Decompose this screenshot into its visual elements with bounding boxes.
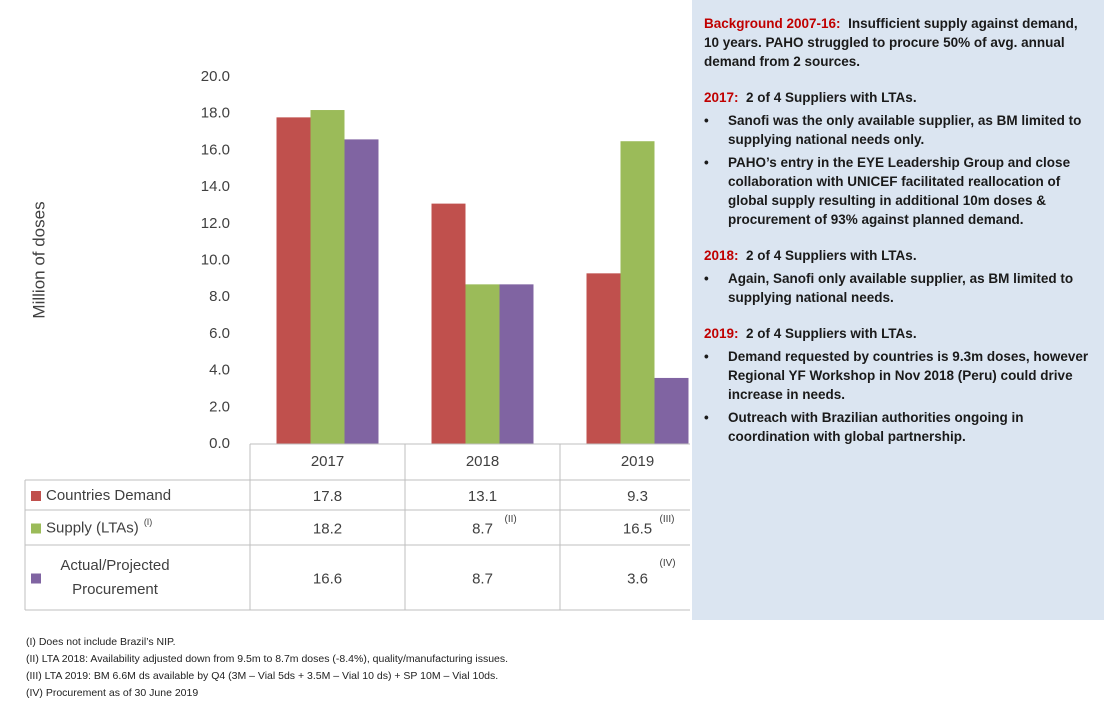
panel-heading: 2017: bbox=[704, 90, 739, 105]
panel-heading: 2019: bbox=[704, 326, 739, 341]
footnote: (II) LTA 2018: Availability adjusted dow… bbox=[26, 653, 509, 665]
bullet: • Outreach with Brazilian authorities ong… bbox=[704, 408, 1096, 446]
y-tick-label: 16.0 bbox=[201, 141, 230, 158]
value-note: (II) bbox=[505, 514, 517, 525]
panel-headline: Background 2007-16: Insufficient supply … bbox=[704, 14, 1096, 71]
y-tick-label: 10.0 bbox=[201, 251, 230, 268]
bullet: • Sanofi was the only available supplier,… bbox=[704, 111, 1096, 149]
x-tick-label: 2018 bbox=[466, 453, 499, 470]
table-value: 8.7 bbox=[472, 570, 493, 587]
value-note: (IV) bbox=[660, 558, 676, 569]
table-value: 8.7 bbox=[472, 520, 493, 537]
bullet-dot: • bbox=[704, 113, 709, 128]
bar bbox=[310, 110, 345, 444]
footnote: (IV) Procurement as of 30 June 2019 bbox=[26, 687, 199, 699]
bar bbox=[499, 284, 534, 444]
x-tick-label: 2019 bbox=[621, 453, 654, 470]
bullet-dot: • bbox=[704, 271, 709, 286]
bullet: • Demand requested by countries is 9.3m d… bbox=[704, 347, 1096, 404]
table-value: 9.3 bbox=[627, 488, 648, 505]
y-tick-label: 6.0 bbox=[209, 325, 230, 342]
bar bbox=[654, 377, 689, 444]
panel-section: 2019: 2 of 4 Suppliers with LTAs. • Demand… bbox=[704, 324, 1096, 446]
panel-text: Insufficient supply against demand, 10 y… bbox=[704, 16, 1078, 69]
panel-text: 2 of 4 Suppliers with LTAs. bbox=[746, 90, 917, 105]
bullet-dot: • bbox=[704, 349, 709, 364]
table-value: 3.6 bbox=[627, 570, 648, 587]
value-note: (III) bbox=[660, 514, 675, 525]
y-axis-title: Million of doses bbox=[29, 201, 48, 318]
bar bbox=[344, 139, 379, 444]
table-value: 13.1 bbox=[468, 488, 497, 505]
bar bbox=[586, 273, 621, 444]
y-tick-label: 2.0 bbox=[209, 398, 230, 415]
panel-section: 2017: 2 of 4 Suppliers with LTAs. • Sanofi… bbox=[704, 88, 1096, 229]
panel-headline: 2017: 2 of 4 Suppliers with LTAs. bbox=[704, 88, 1096, 107]
panel-section: Background 2007-16: Insufficient supply … bbox=[704, 14, 1096, 71]
legend-label: Actual/Projected Procurement bbox=[60, 557, 170, 598]
bullet-text: Outreach with Brazilian authorities ongo… bbox=[728, 410, 1024, 444]
panel-text: 2 of 4 Suppliers with LTAs. bbox=[746, 326, 917, 341]
bar bbox=[431, 203, 466, 444]
info-panel: Background 2007-16: Insufficient supply … bbox=[692, 0, 1104, 620]
y-tick-label: 0.0 bbox=[209, 435, 230, 452]
footnote: (I) Does not include Brazil’s NIP. bbox=[26, 636, 176, 648]
x-tick-label: 2017 bbox=[311, 453, 344, 470]
legend-note: (I) bbox=[144, 517, 153, 527]
bar bbox=[620, 141, 655, 444]
legend-label: Countries Demand bbox=[46, 487, 171, 504]
bullet-text: Again, Sanofi only available supplier, a… bbox=[728, 271, 1074, 305]
panel-section: 2018: 2 of 4 Suppliers with LTAs. • Again,… bbox=[704, 246, 1096, 307]
y-tick-label: 18.0 bbox=[201, 105, 230, 122]
y-tick-label: 14.0 bbox=[201, 178, 230, 195]
panel-heading: 2018: bbox=[704, 248, 739, 263]
bullet-dot: • bbox=[704, 410, 709, 425]
legend-swatch bbox=[31, 523, 41, 534]
footnote: (III) LTA 2019: BM 6.6M ds available by … bbox=[26, 670, 499, 682]
panel-headline: 2018: 2 of 4 Suppliers with LTAs. bbox=[704, 246, 1096, 265]
y-tick-label: 20.0 bbox=[201, 68, 230, 85]
y-tick-label: 12.0 bbox=[201, 215, 230, 232]
table-value: 17.8 bbox=[313, 488, 342, 505]
bar bbox=[465, 284, 500, 444]
panel-headline: 2019: 2 of 4 Suppliers with LTAs. bbox=[704, 324, 1096, 343]
legend-label: Supply (LTAs) bbox=[46, 519, 139, 536]
panel-heading: Background 2007-16: bbox=[704, 16, 841, 31]
table-value: 18.2 bbox=[313, 520, 342, 537]
bullet-text: PAHO’s entry in the EYE Leadership Group… bbox=[728, 155, 1071, 227]
legend-swatch bbox=[31, 573, 41, 584]
footnotes: (I) Does not include Brazil’s NIP. (II) L… bbox=[26, 634, 508, 702]
table-value: 16.5 bbox=[623, 520, 652, 537]
bullet: • PAHO’s entry in the EYE Leadership Grou… bbox=[704, 153, 1096, 229]
table-value: 16.6 bbox=[313, 570, 342, 587]
y-tick-label: 4.0 bbox=[209, 362, 230, 379]
panel-text: 2 of 4 Suppliers with LTAs. bbox=[746, 248, 917, 263]
bullet-text: Demand requested by countries is 9.3m do… bbox=[728, 349, 1089, 402]
legend-swatch bbox=[31, 491, 41, 501]
bullet: • Again, Sanofi only available supplier, … bbox=[704, 269, 1096, 307]
bullet-text: Sanofi was the only available supplier, … bbox=[728, 113, 1082, 147]
y-tick-label: 8.0 bbox=[209, 288, 230, 305]
bar bbox=[276, 117, 311, 445]
bullet-dot: • bbox=[704, 155, 709, 170]
